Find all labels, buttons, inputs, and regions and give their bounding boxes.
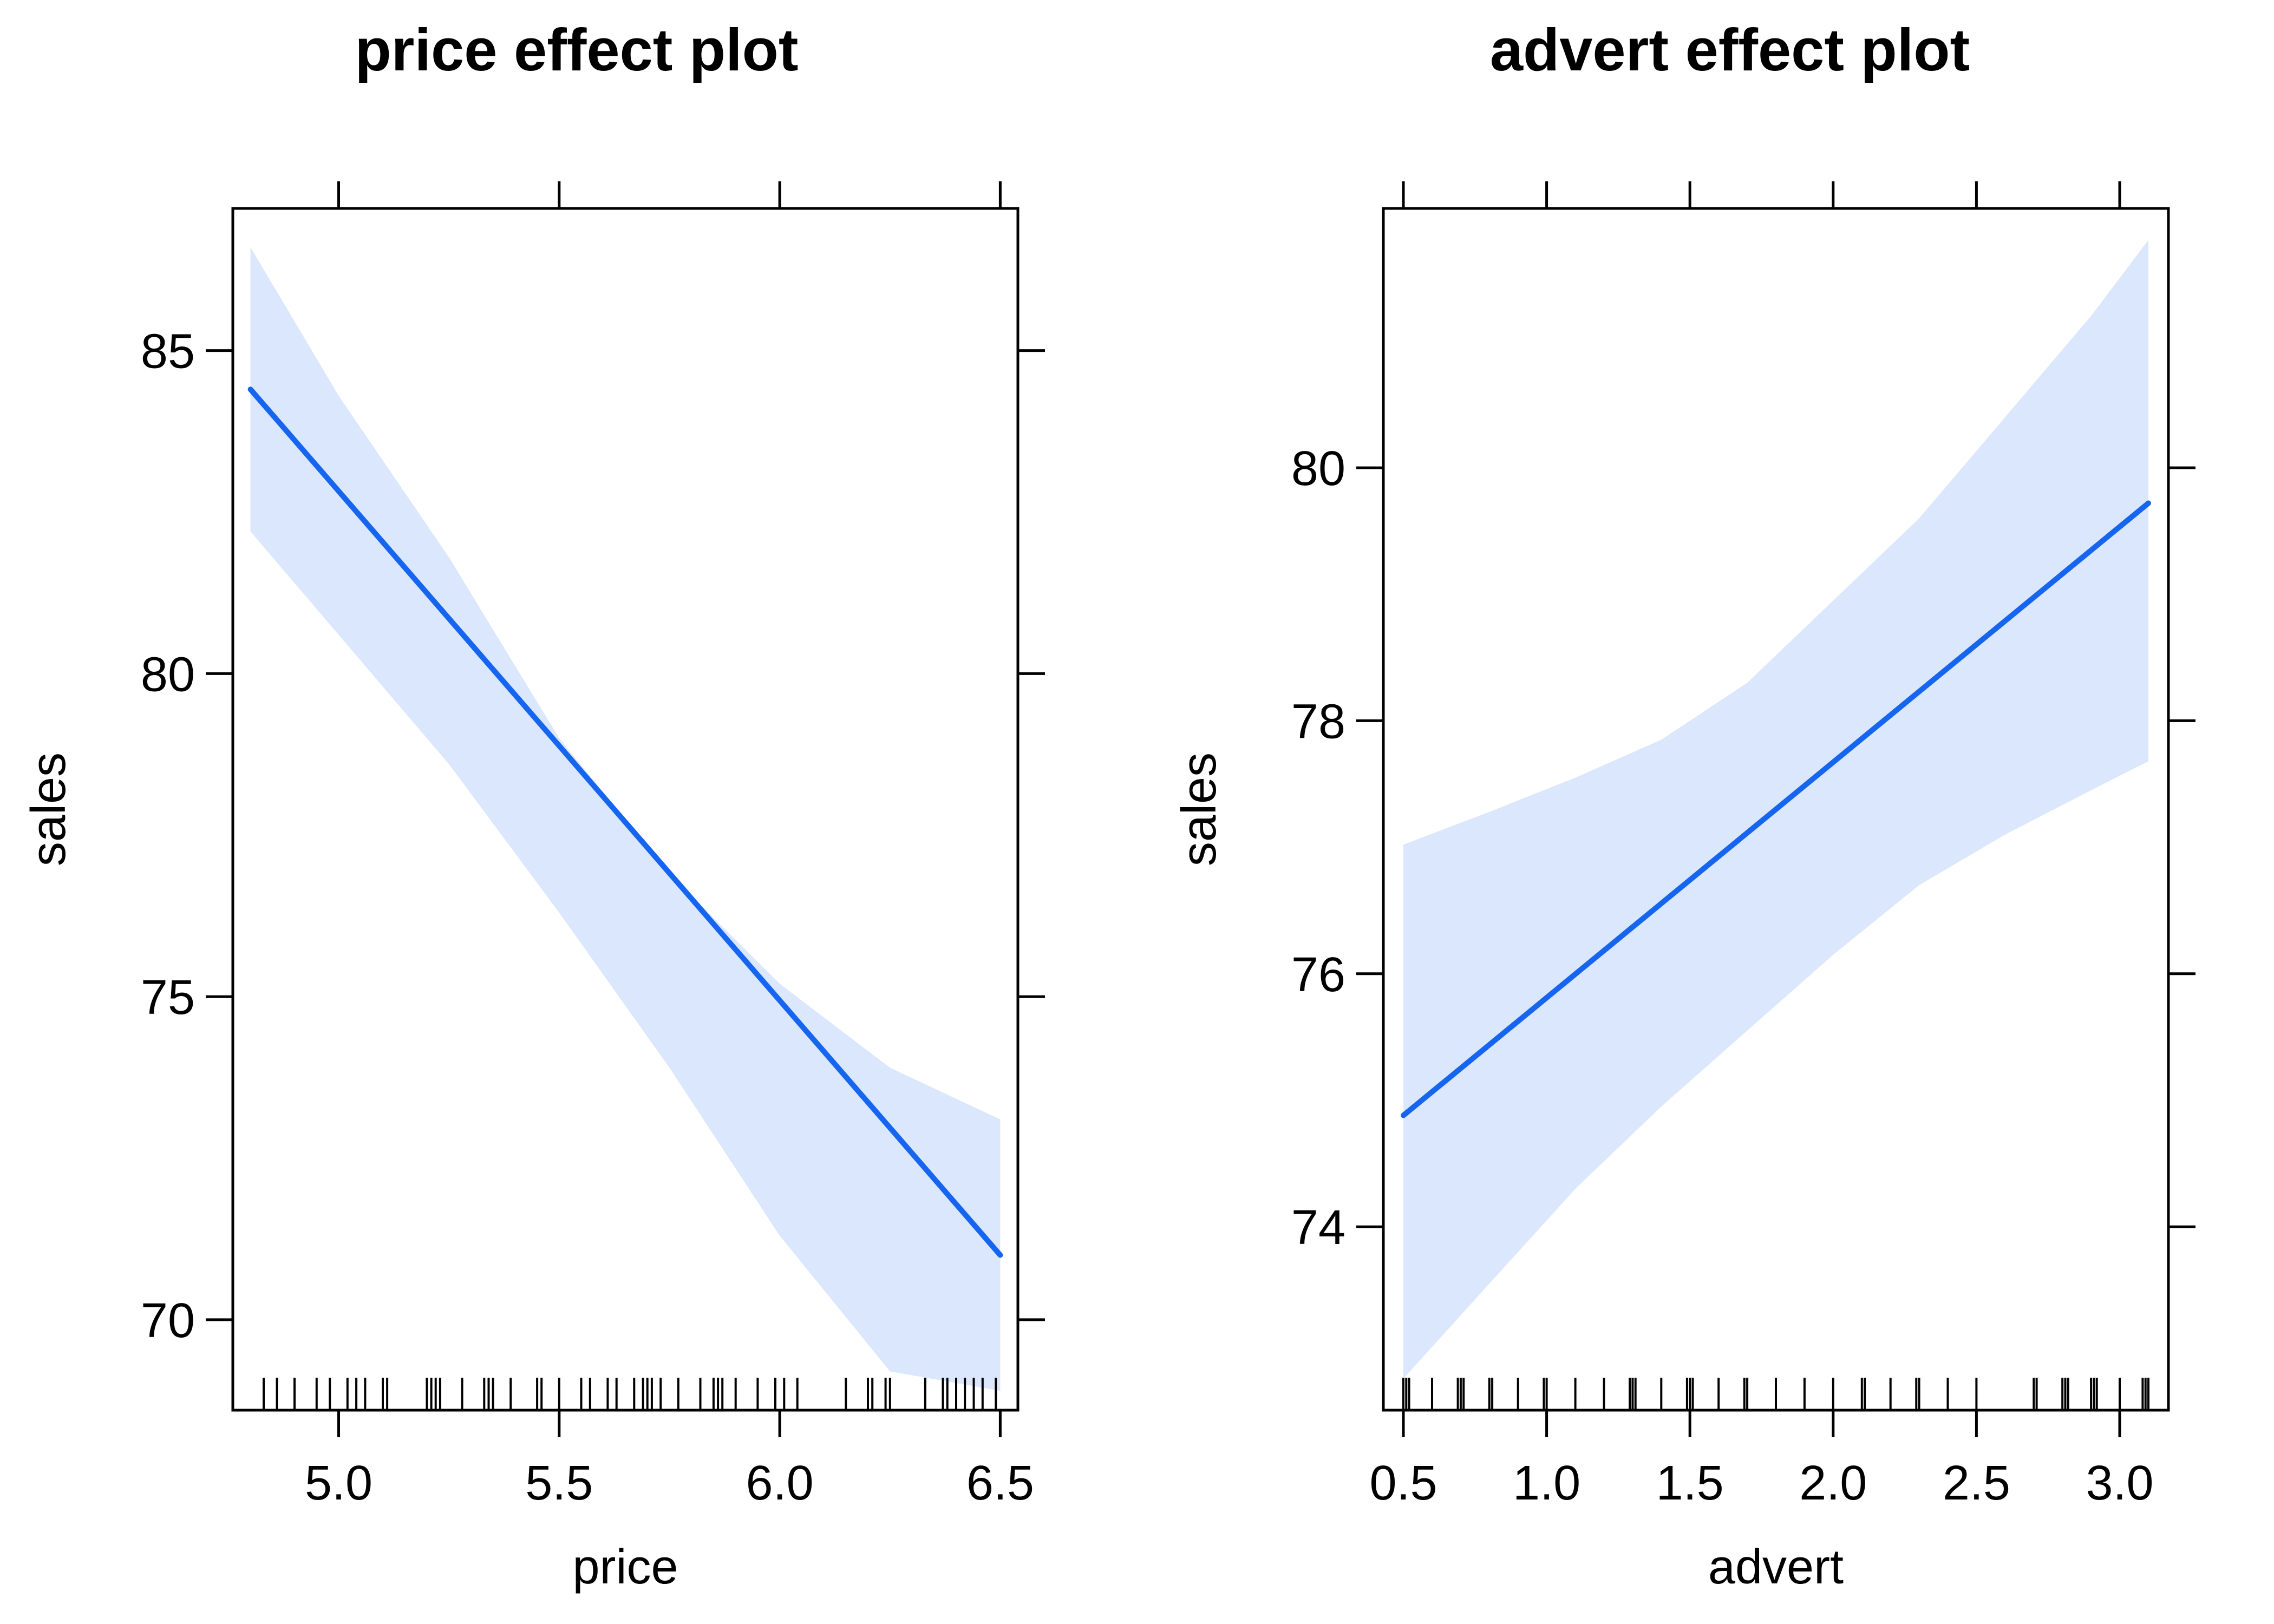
price-y-tick-label: 70	[141, 1294, 195, 1348]
advert-fit-line	[1401, 500, 2151, 1118]
price-rug	[263, 1378, 997, 1410]
advert-y-tick-label: 76	[1291, 948, 1345, 1002]
advert-x-tick-label: 2.0	[1799, 1456, 1867, 1510]
price-plot-title: price effect plot	[355, 17, 798, 83]
price-x-axis-title: price	[572, 1540, 678, 1594]
advert-plot-frame	[1382, 207, 2170, 1412]
advert-x-tick-label: 0.5	[1369, 1456, 1437, 1510]
price-x-tick-label: 5.0	[305, 1456, 373, 1510]
advert-y-tick-label: 80	[1291, 442, 1345, 496]
price-x-tick-label: 6.5	[966, 1456, 1034, 1510]
advert-y-tick-label: 78	[1291, 695, 1345, 749]
advert-plot-title: advert effect plot	[1490, 17, 1970, 83]
advert-y-tick-label: 74	[1291, 1201, 1345, 1255]
advert-rug	[1402, 1378, 2149, 1410]
advert-x-tick-label: 3.0	[2086, 1456, 2153, 1510]
advert-x-axis-title: advert	[1708, 1540, 1844, 1594]
price-x-tick-label: 6.0	[746, 1456, 814, 1510]
price-x-tick-label: 5.5	[525, 1456, 593, 1510]
advert-y-axis-title: sales	[1172, 752, 1226, 866]
advert-x-tick-label: 1.0	[1513, 1456, 1580, 1510]
price-y-tick-label: 85	[141, 325, 195, 379]
advert-x-tick-label: 1.5	[1656, 1456, 1724, 1510]
price-y-tick-label: 80	[141, 647, 195, 702]
price-fit-line	[247, 387, 1003, 1258]
price-effect-panel: price effect plot 5.0 5.5 6.0 6.5 70 75 80 85 pri…	[22, 17, 1045, 1594]
price-plot-frame	[231, 207, 1020, 1412]
price-y-axis-title: sales	[22, 752, 76, 866]
price-confidence-band	[250, 247, 1001, 1391]
advert-x-tick-label: 2.5	[1943, 1456, 2010, 1510]
advert-effect-panel: advert effect plot 0.5 1.0 1.5 2.0 2.5 3.0 74 76…	[1172, 17, 2195, 1594]
price-y-tick-label: 75	[141, 971, 195, 1025]
